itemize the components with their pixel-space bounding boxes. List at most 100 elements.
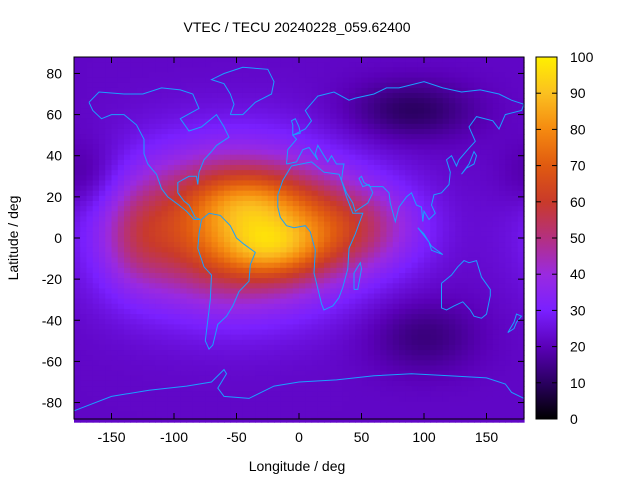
heatmap-cell [92,139,100,146]
heatmap-cell [142,283,150,289]
heatmap-cell [305,288,313,295]
heatmap-cell [342,98,350,104]
heatmap-cell [424,380,431,387]
heatmap-cell [336,329,344,336]
heatmap-cell [405,360,413,367]
heatmap-cell [499,206,506,212]
heatmap-cell [261,98,269,104]
heatmap-cell [167,190,175,197]
heatmap-cell [211,185,219,192]
heatmap-cell [99,365,106,372]
heatmap-cell [374,386,381,392]
heatmap-cell [149,406,156,413]
heatmap-cell [399,278,406,284]
heatmap-cell [467,283,475,289]
heatmap-cell [499,77,506,84]
heatmap-cell [286,267,294,274]
heatmap-cell [492,67,500,74]
heatmap-cell [342,293,350,300]
heatmap-cell [130,98,138,104]
heatmap-cell [211,123,219,130]
heatmap-cell [455,344,463,351]
heatmap-cell [505,314,513,320]
heatmap-cell [380,118,388,125]
heatmap-cell [142,288,150,295]
heatmap-cell [161,293,169,300]
heatmap-cell [274,170,281,176]
heatmap-cell [380,267,388,274]
heatmap-cell [517,319,525,325]
heatmap-cell [342,216,350,223]
heatmap-cell [117,329,125,336]
heatmap-cell [430,247,438,253]
heatmap-cell [499,380,506,387]
heatmap-cell [142,180,150,187]
heatmap-cell [292,164,300,171]
heatmap-cell [274,283,281,289]
heatmap-cell [517,267,525,274]
heatmap-cell [392,87,400,94]
heatmap-cell [167,113,175,120]
heatmap-cell [286,92,294,99]
heatmap-cell [99,123,106,130]
heatmap-cell [467,159,475,166]
heatmap-cell [236,303,244,310]
heatmap-cell [361,139,369,146]
heatmap-cell [280,252,288,259]
heatmap-cell [436,262,444,269]
heatmap-cell [149,113,156,120]
heatmap-cell [342,118,350,125]
heatmap-cell [417,231,425,238]
heatmap-cell [292,247,300,253]
heatmap-cell [486,360,494,367]
heatmap-cell [299,180,306,187]
heatmap-cell [86,365,94,372]
heatmap-cell [474,92,481,99]
heatmap-cell [111,72,119,79]
heatmap-cell [130,139,138,146]
heatmap-cell [330,144,338,151]
heatmap-cell [324,406,331,413]
heatmap-cell [255,180,263,187]
heatmap-cell [380,175,388,182]
heatmap-cell [349,231,356,238]
heatmap-cell [199,195,206,202]
heatmap-cell [124,334,131,341]
heatmap-cell [255,396,263,403]
heatmap-cell [455,380,463,387]
heatmap-cell [430,72,438,79]
heatmap-cell [399,288,406,295]
heatmap-cell [292,314,300,320]
heatmap-cell [386,350,394,356]
heatmap-cell [180,108,188,115]
heatmap-cell [111,134,119,140]
heatmap-cell [155,375,163,382]
heatmap-cell [249,180,256,187]
heatmap-cell [117,272,125,279]
heatmap-cell [217,386,225,392]
heatmap-cell [192,175,200,182]
heatmap-cell [242,293,250,300]
heatmap-cell [355,139,363,146]
heatmap-cell [199,386,206,392]
heatmap-cell [480,324,488,331]
heatmap-cell [267,67,275,74]
heatmap-cell [330,334,338,341]
heatmap-cell [111,139,119,146]
heatmap-cell [330,226,338,233]
heatmap-cell [186,303,194,310]
heatmap-cell [174,175,181,182]
heatmap-cell [430,134,438,140]
heatmap-cell [324,278,331,284]
heatmap-cell [455,293,463,300]
heatmap-cell [299,231,306,238]
heatmap-cell [286,401,294,408]
heatmap-cell [455,195,463,202]
heatmap-cell [305,154,313,161]
heatmap-cell [336,242,344,248]
heatmap-cell [436,185,444,192]
heatmap-cell [149,283,156,289]
heatmap-cell [486,380,494,387]
heatmap-cell [142,195,150,202]
heatmap-cell [211,350,219,356]
